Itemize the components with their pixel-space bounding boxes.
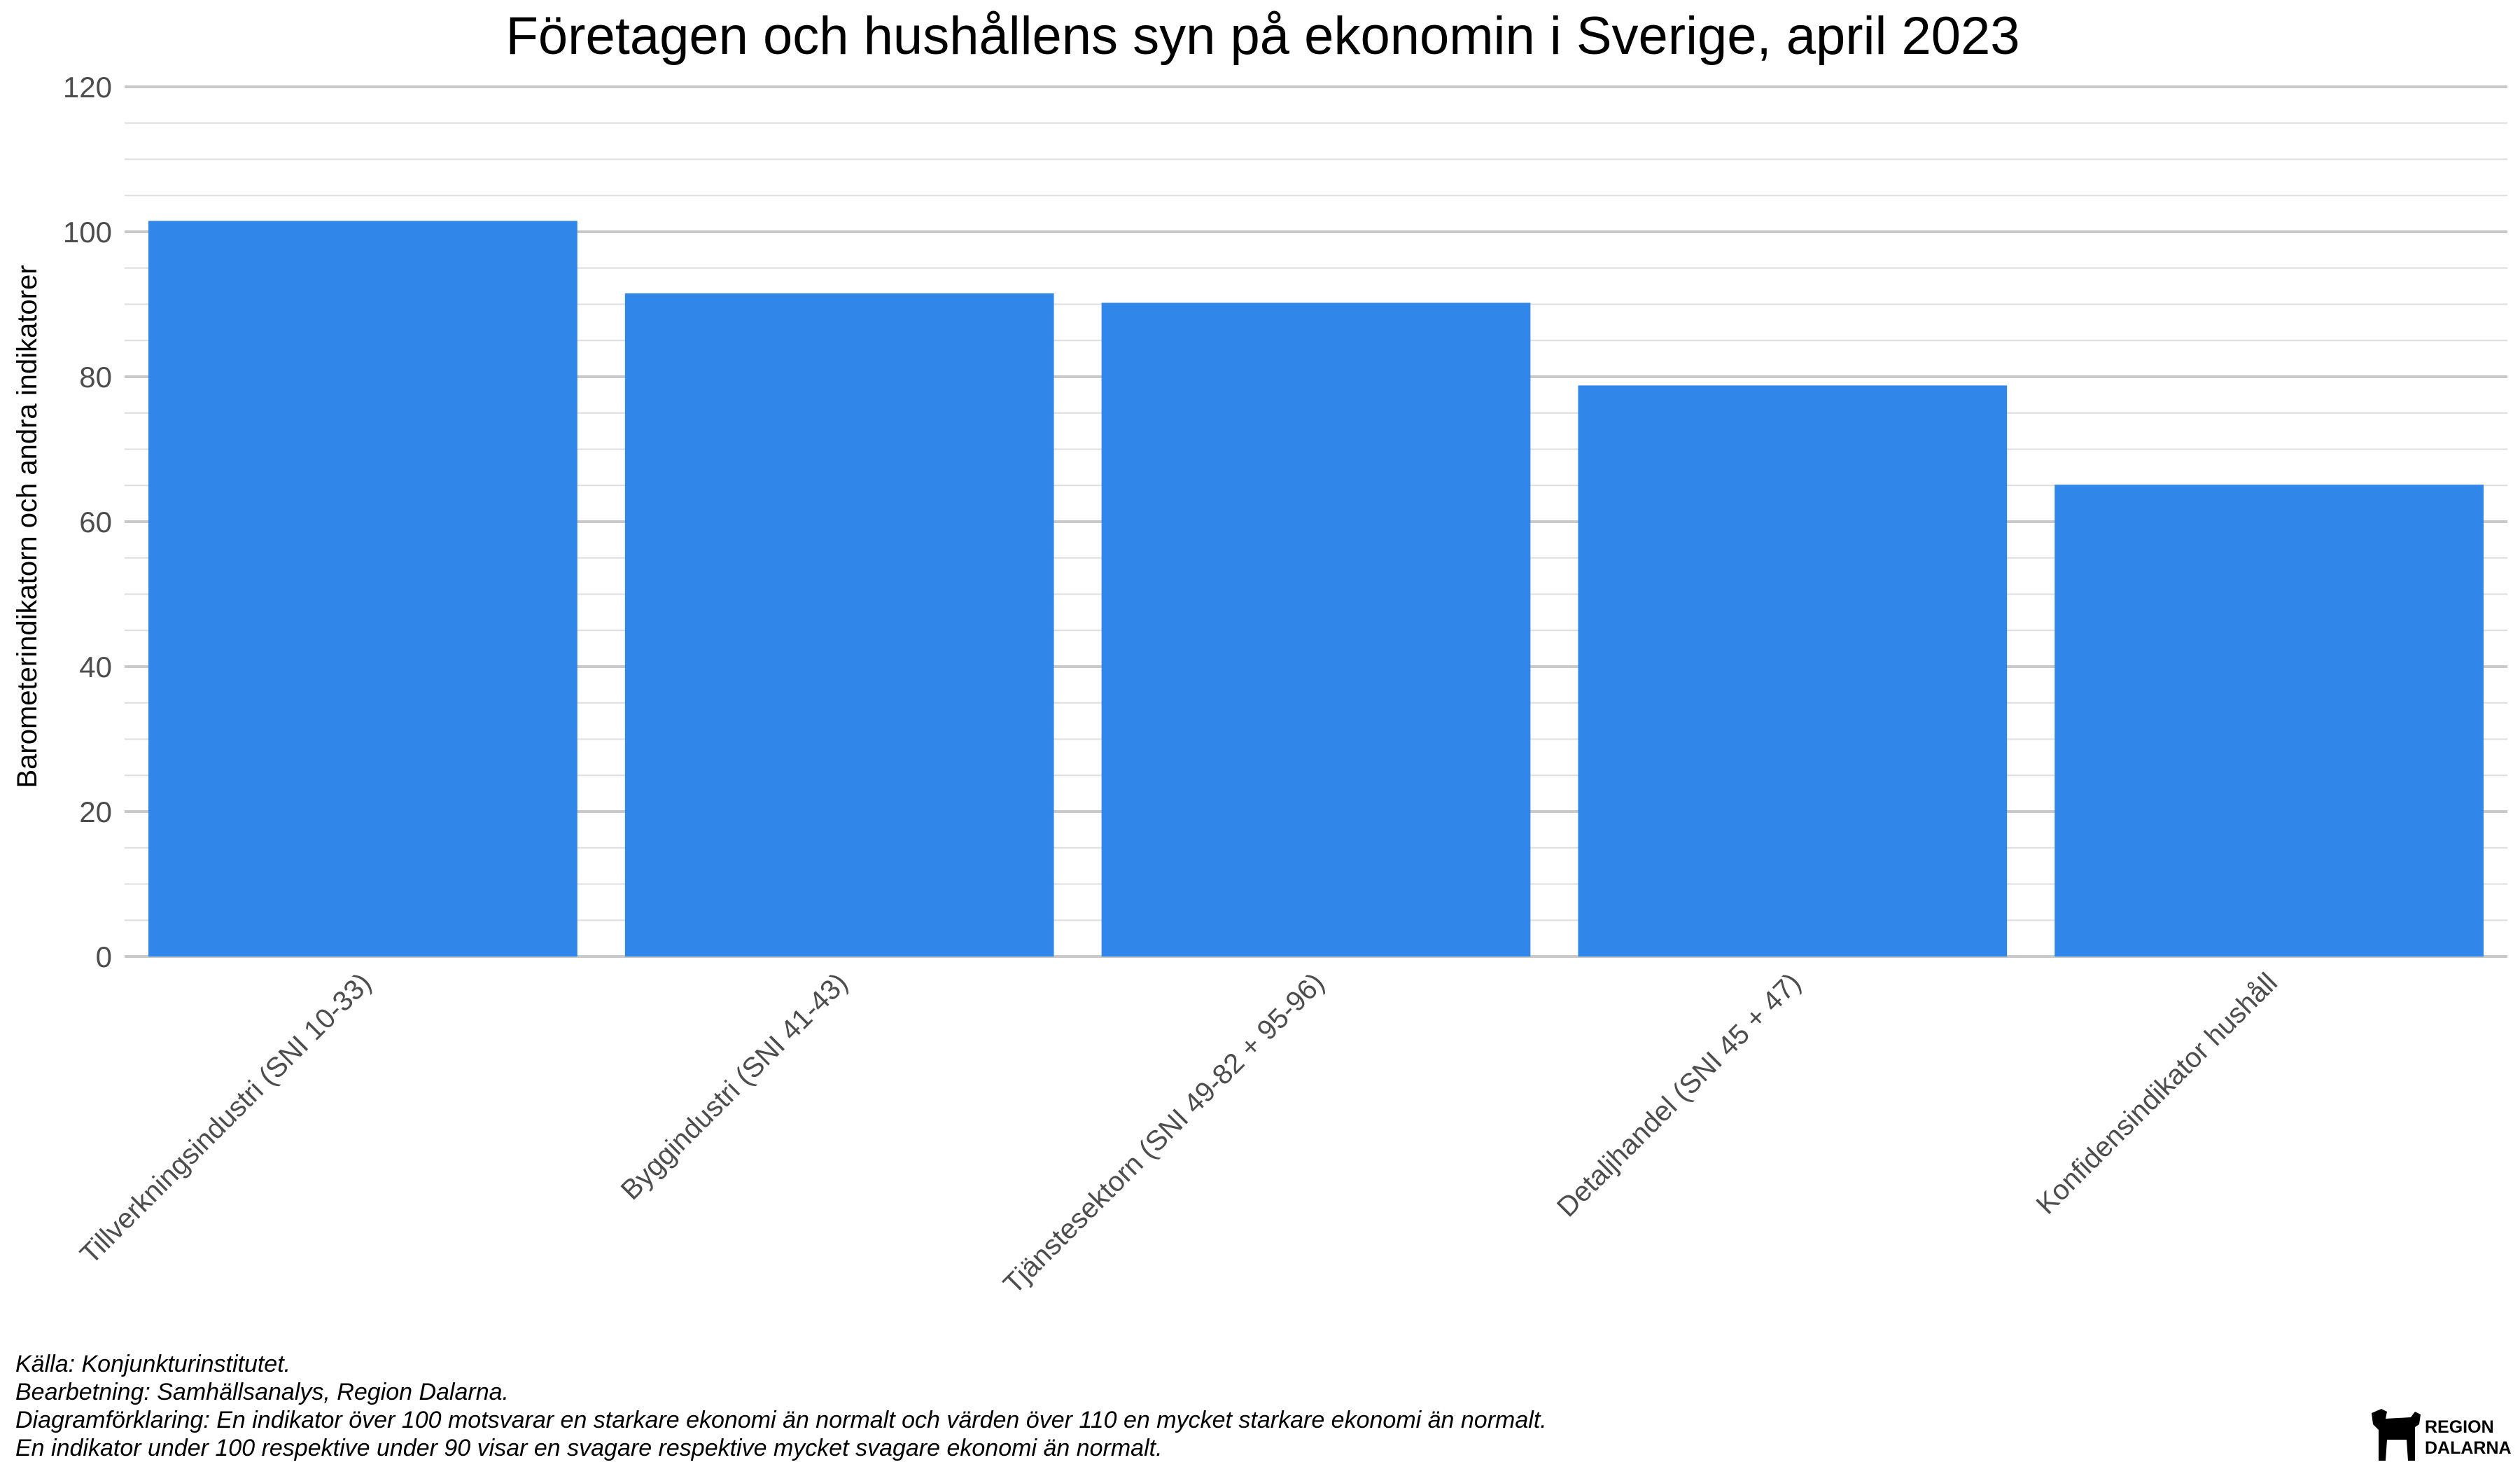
y-tick-label: 0 xyxy=(96,940,112,973)
bar xyxy=(1101,303,1531,957)
y-axis-label: Barometerindikatorn och andra indikatore… xyxy=(12,265,43,788)
x-tick-label: Byggindustri (SNI 41-43) xyxy=(615,967,854,1206)
logo-line-2: DALARNA xyxy=(2425,1438,2512,1458)
bars xyxy=(148,221,2484,957)
y-tick-label: 40 xyxy=(79,651,112,683)
x-tick-label: Tjänstesektorn (SNI 49-82 + 95-96) xyxy=(997,967,1330,1300)
y-tick-labels: 0 20 40 60 80 100 120 xyxy=(63,71,112,973)
x-tick-label: Detaljhandel (SNI 45 + 47) xyxy=(1551,967,1807,1223)
y-tick-label: 20 xyxy=(79,795,112,828)
bar xyxy=(2054,485,2484,957)
y-tick-label: 100 xyxy=(63,216,112,249)
bar xyxy=(624,293,1054,957)
logo-line-1: REGION xyxy=(2425,1417,2494,1437)
y-tick-label: 120 xyxy=(63,71,112,104)
bar xyxy=(148,221,578,957)
explanation-caption-2: En indikator under 100 respektive under … xyxy=(15,1435,1163,1461)
x-tick-label: Tillverkningsindustri (SNI 10-33) xyxy=(74,967,377,1270)
processing-caption: Bearbetning: Samhällsanalys, Region Dala… xyxy=(15,1379,509,1405)
source-caption: Källa: Konjunkturinstitutet. xyxy=(15,1351,291,1377)
chart-title: Företagen och hushållens syn på ekonomin… xyxy=(505,6,2019,66)
region-dalarna-logo: REGION DALARNA xyxy=(2372,1409,2512,1461)
dala-horse-icon xyxy=(2372,1409,2421,1461)
x-tick-labels: Tillverkningsindustri (SNI 10-33) Byggind… xyxy=(74,967,2283,1300)
bar xyxy=(1578,385,2008,957)
y-tick-label: 60 xyxy=(79,506,112,538)
y-tick-label: 80 xyxy=(79,361,112,394)
explanation-caption-1: Diagramförklaring: En indikator över 100… xyxy=(15,1407,1547,1433)
x-tick-label: Konfidensindikator hushåll xyxy=(2031,967,2283,1220)
